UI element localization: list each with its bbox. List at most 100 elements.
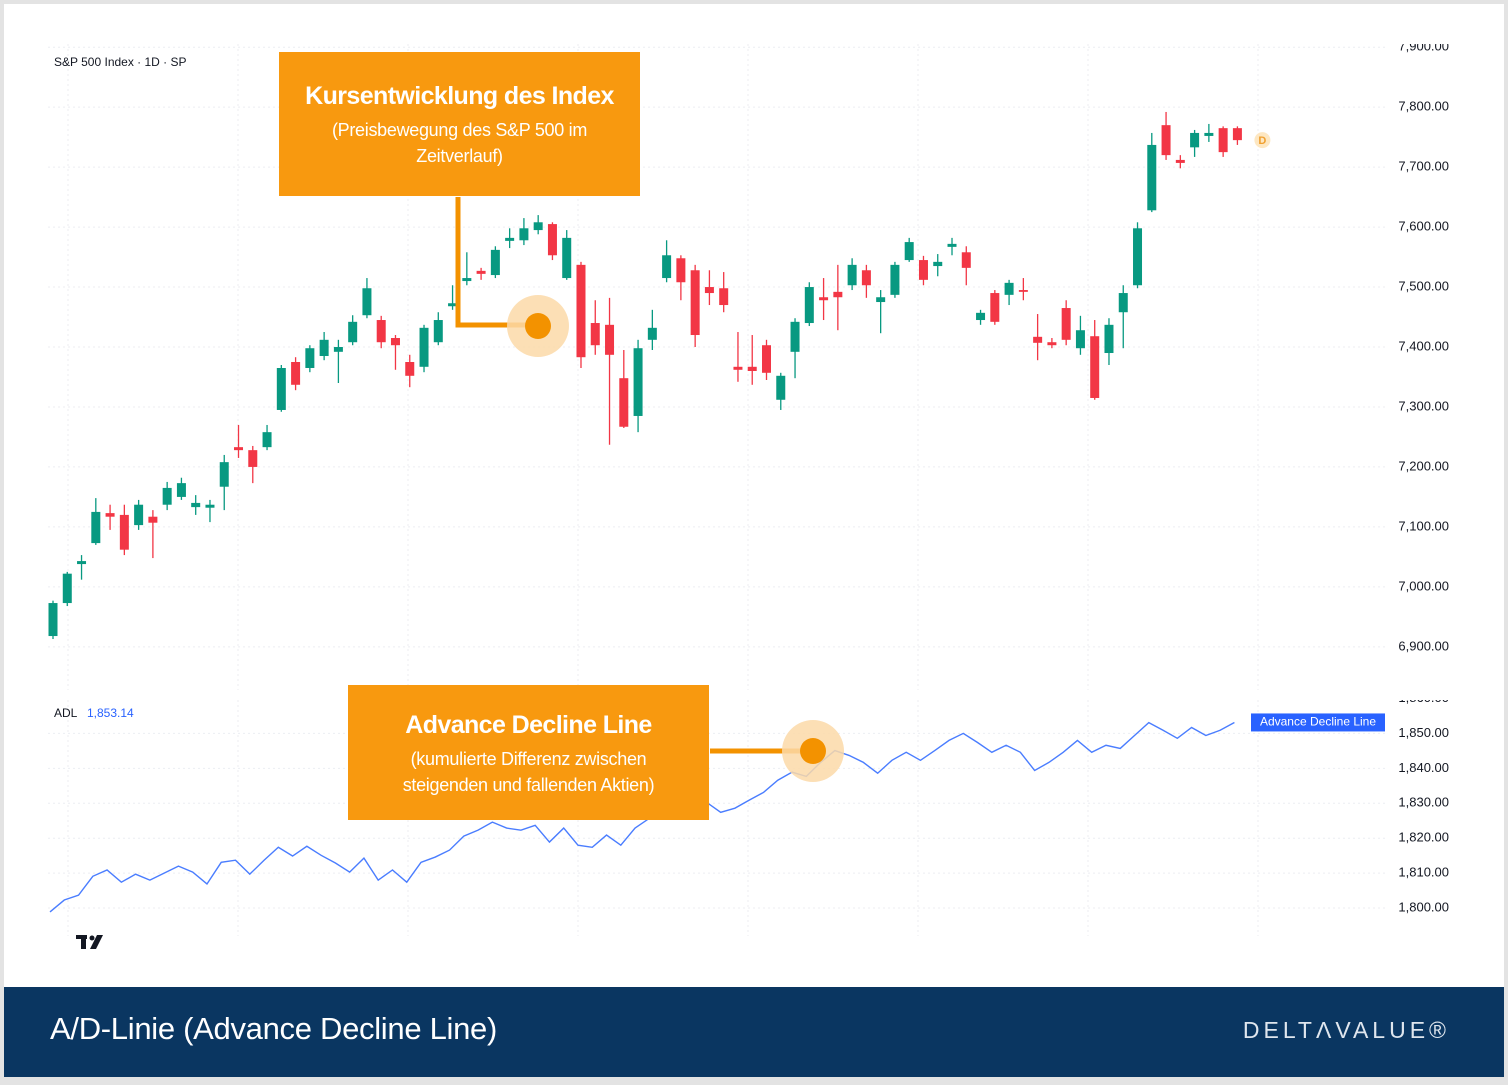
candle-body: [1190, 132, 1200, 148]
candle-body: [605, 324, 615, 355]
logo: DELTΛVALUE®: [1242, 1017, 1450, 1043]
candle-body: [119, 514, 129, 550]
candle-body: [77, 561, 87, 565]
candle-body: [619, 378, 629, 427]
candle-body: [547, 224, 557, 256]
candle-body: [933, 261, 943, 267]
candle-body: [462, 278, 472, 282]
candle-body: [291, 362, 301, 385]
dot: [525, 313, 551, 339]
annotation-text: steigenden und fallenden Aktien): [402, 775, 655, 795]
candle-body: [676, 258, 686, 283]
candle-body: [433, 320, 443, 343]
candle-body: [590, 323, 600, 346]
candle-body: [248, 450, 258, 467]
candle-body: [918, 260, 928, 280]
candle-body: [847, 264, 857, 286]
candle-body: [148, 516, 158, 523]
y-tick-label: 1,820.00: [1398, 830, 1449, 845]
candle-body: [533, 222, 543, 231]
series-tag: [1251, 713, 1385, 732]
candle-body: [647, 327, 657, 340]
candle-body: [819, 297, 829, 301]
candle-body: [904, 242, 914, 261]
candle-body: [390, 338, 400, 346]
y-tick-label: 1,810.00: [1398, 865, 1449, 880]
annotation-text: (Preisbewegung des S&P 500 im: [331, 120, 588, 140]
candle-body: [262, 432, 272, 448]
chart: 6,900.00 7,000.00 7,100.00 7,200.00 7,300.00…: [48, 39, 1449, 949]
y-tick-label: 1,840.00: [1398, 760, 1449, 775]
y-tick-label: 7,200.00: [1398, 458, 1449, 473]
candle-body: [1232, 128, 1242, 141]
y-tick-label: 7,900.00: [1398, 39, 1449, 54]
candle-body: [704, 287, 714, 294]
candle-body: [662, 255, 672, 279]
candle-body: [1004, 282, 1014, 295]
tradingview-logo: [76, 935, 103, 949]
candle-body: [961, 252, 971, 268]
candle-body: [762, 345, 771, 373]
candle-body: [719, 288, 729, 306]
candle-body: [690, 270, 700, 336]
candle-body: [234, 447, 244, 451]
candle-body: [1061, 308, 1071, 340]
y-tick-label: 1,850.00: [1398, 725, 1449, 740]
candle-body: [1047, 342, 1057, 346]
candle-body: [362, 288, 372, 316]
candle-body: [519, 228, 529, 241]
candle-body: [976, 312, 986, 321]
candle-body: [1104, 324, 1114, 354]
candle-body: [62, 573, 72, 604]
candle-body: [91, 511, 101, 544]
y-tick-label: 7,800.00: [1398, 99, 1449, 114]
candle-body: [1204, 132, 1214, 136]
candle-body: [876, 297, 886, 303]
candle-body: [576, 264, 586, 358]
candle-body: [48, 603, 58, 637]
annotation: Advance Decline Line (kumulierte Differe…: [348, 685, 709, 820]
candle-body: [205, 504, 215, 508]
candle-body: [305, 348, 315, 368]
candle-body: [947, 243, 957, 247]
candle-body: [733, 366, 743, 370]
event-marker-label: D: [1258, 135, 1266, 147]
y-tick-label: 7,600.00: [1398, 219, 1449, 234]
annotation: Kursentwicklung des Index (Preisbewegung…: [279, 52, 640, 196]
y-tick-label: 7,100.00: [1398, 518, 1449, 533]
candle-body: [633, 348, 643, 416]
candle-body: [219, 462, 229, 487]
candle-body: [376, 320, 386, 343]
candle-body: [747, 366, 757, 371]
candle-body: [562, 237, 572, 279]
candle-body: [476, 270, 486, 274]
candle-body: [1147, 144, 1157, 211]
y-tick-label: 7,300.00: [1398, 398, 1449, 413]
candle-body: [348, 321, 358, 343]
adl-title: ADL: [54, 706, 78, 720]
adl-line: [49, 721, 1235, 913]
candle-body: [1161, 125, 1171, 156]
candle-body: [1218, 128, 1228, 153]
y-tick-label: 1,860.00: [1398, 690, 1449, 705]
candle-body: [1090, 336, 1100, 398]
candle-body: [162, 487, 172, 505]
footer-title: A/D-Linie (Advance Decline Line): [50, 1011, 498, 1046]
candle-body: [191, 502, 201, 508]
candle-body: [1175, 159, 1185, 163]
candle-body: [1118, 293, 1128, 313]
candle-body: [505, 237, 515, 241]
candle-body: [1018, 290, 1028, 292]
candle-body: [804, 287, 814, 324]
candle-body: [990, 293, 1000, 322]
annotation-text: Zeitverlauf): [416, 146, 503, 166]
price-title: S&P 500 Index · 1D · SP: [54, 55, 187, 69]
series-tag-label: Advance Decline Line: [1260, 715, 1376, 729]
chart-panel: [4, 4, 1504, 987]
adl-value: 1,853.14: [87, 706, 134, 720]
candle-body: [333, 347, 343, 352]
candle-body: [833, 291, 843, 298]
event-marker: [1254, 132, 1271, 149]
candle-body: [1075, 330, 1085, 349]
candle-body: [776, 375, 786, 400]
